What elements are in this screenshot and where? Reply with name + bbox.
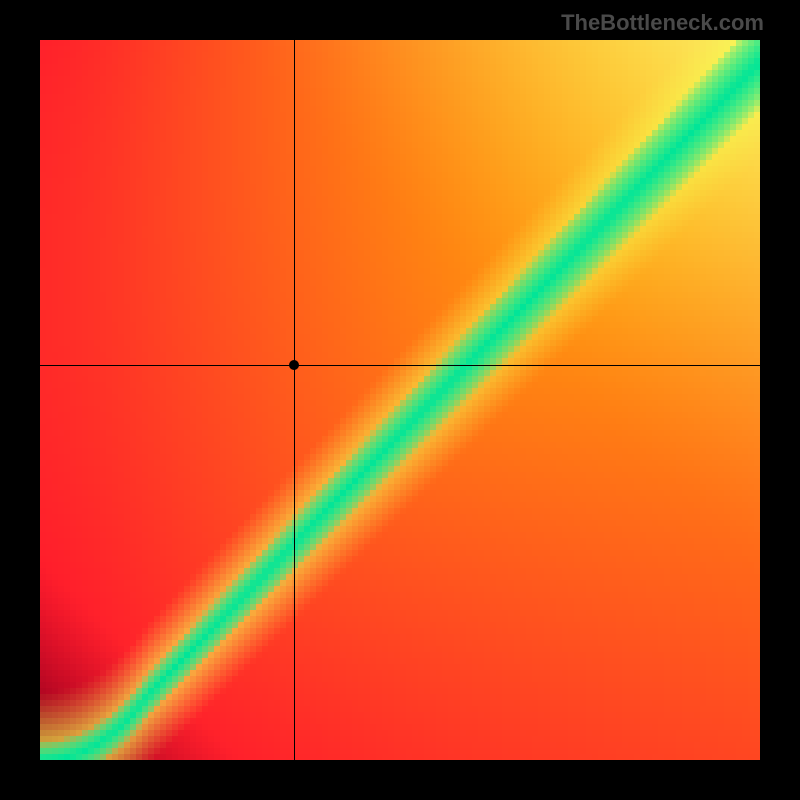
bottleneck-heatmap — [40, 40, 760, 760]
watermark-text: TheBottleneck.com — [561, 10, 764, 36]
crosshair-horizontal — [40, 365, 760, 366]
crosshair-vertical — [294, 40, 295, 760]
chart-container: TheBottleneck.com — [0, 0, 800, 800]
